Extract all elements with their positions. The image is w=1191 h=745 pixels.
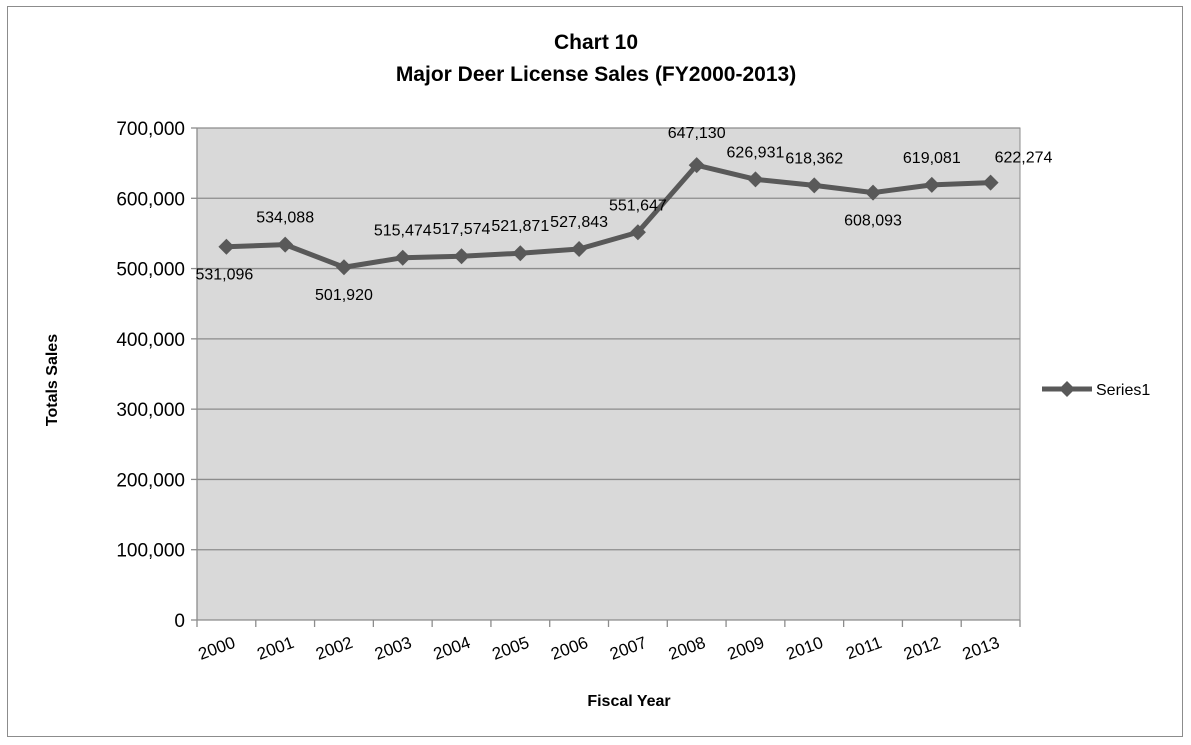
data-point [335,259,352,276]
x-tick-label: 2000 [196,633,238,664]
x-tick-label: 2013 [960,633,1002,664]
y-tick-label: 600,000 [116,189,185,210]
data-label: 527,843 [550,214,608,231]
data-label: 534,088 [256,210,314,227]
x-axis-title: Fiscal Year [587,693,670,710]
x-tick-label: 2002 [313,633,355,664]
chart-subtitle: Major Deer License Sales (FY2000-2013) [396,63,796,86]
data-point [218,238,235,255]
data-labels: 531,096 534,088 501,920 515,474 517,574 521,8… [195,125,1052,304]
series-line [226,162,991,270]
y-axis-ticks: 0 100,000 200,000 300,000 400,000 500,000 600,… [116,119,197,632]
data-label: 647,130 [668,125,726,142]
data-point [982,174,999,191]
y-tick-label: 300,000 [116,400,185,421]
x-tick-label: 2009 [725,633,767,664]
x-tick-label: 2007 [607,633,649,664]
x-tick-label: 2005 [490,633,532,664]
data-point [453,248,470,265]
data-point [277,236,294,253]
data-point [512,245,529,262]
x-tick-label: 2011 [844,633,885,663]
y-tick-label: 500,000 [116,260,185,281]
data-label: 501,920 [315,287,373,304]
x-tick-label: 2010 [784,633,826,664]
data-label: 619,081 [903,150,961,167]
data-label: 608,093 [844,213,902,230]
chart-frame: Chart 10 Major Deer License Sales (FY200… [7,6,1183,737]
data-label: 517,574 [433,221,491,238]
gridlines [197,127,1020,551]
legend-label: Series1 [1096,382,1150,399]
data-label: 515,474 [374,223,432,240]
data-point [688,157,705,174]
legend: Series1 [1042,381,1150,399]
y-tick-label: 700,000 [116,119,185,140]
x-tick-label: 2012 [901,633,943,664]
x-axis-ticks: 2000 2001 2002 2003 2004 2005 2006 2007 2008 2009… [196,620,1021,664]
x-tick-label: 2003 [372,633,414,664]
data-point [747,171,764,188]
y-axis-title: Totals Sales [44,334,61,426]
line-chart: Chart 10 Major Deer License Sales (FY200… [44,31,1150,710]
data-point [571,241,588,258]
data-label: 618,362 [785,150,843,167]
plot-area [196,127,1021,621]
data-label: 626,931 [727,144,785,161]
data-label: 622,274 [995,150,1053,167]
x-tick-label: 2008 [666,633,708,664]
data-label: 531,096 [195,267,253,284]
x-tick-label: 2004 [431,633,473,664]
data-point [806,177,823,194]
data-label: 551,647 [609,197,667,214]
data-label: 521,871 [491,218,549,235]
series-layer [218,157,999,276]
legend-marker [1059,381,1075,397]
data-point [865,184,882,201]
y-tick-label: 400,000 [116,330,185,351]
data-point [394,249,411,266]
y-tick-label: 200,000 [116,470,185,491]
y-tick-label: 100,000 [116,541,185,562]
y-tick-label: 0 [174,611,185,632]
x-tick-label: 2006 [548,633,590,664]
chart-title: Chart 10 [554,31,638,54]
data-point [923,176,940,193]
x-tick-label: 2001 [255,633,297,664]
data-point [629,224,646,241]
